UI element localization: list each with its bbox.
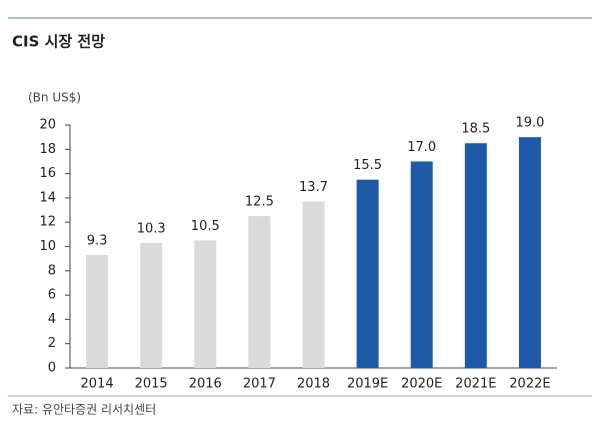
- value-label: 13.7: [299, 180, 328, 195]
- x-tick-label: 2019E: [347, 377, 388, 392]
- bar: [518, 137, 541, 368]
- x-tick-label: 2015: [135, 377, 168, 392]
- bar: [464, 143, 487, 368]
- bar: [248, 216, 271, 368]
- y-tick-label: 14: [39, 190, 56, 205]
- x-tick-label: 2020E: [401, 377, 442, 392]
- y-tick-label: 10: [39, 239, 56, 254]
- y-tick-label: 12: [39, 215, 56, 230]
- x-tick-label: 2017: [243, 377, 276, 392]
- value-label: 18.5: [461, 122, 490, 137]
- y-tick-label: 18: [39, 142, 56, 157]
- bar: [86, 255, 109, 368]
- x-tick-label: 2022E: [509, 377, 550, 392]
- bar: [194, 240, 217, 368]
- bar: [410, 161, 433, 368]
- y-tick-label: 0: [48, 361, 56, 376]
- bar: [302, 201, 325, 368]
- y-tick-label: 4: [48, 312, 56, 327]
- y-axis-label: (Bn US$): [28, 91, 81, 105]
- bar: [356, 179, 379, 368]
- x-tick-label: 2016: [189, 377, 222, 392]
- value-label: 9.3: [87, 234, 108, 249]
- y-tick-label: 2: [48, 336, 56, 351]
- x-tick-label: 2014: [81, 377, 114, 392]
- y-tick-label: 20: [39, 118, 56, 133]
- chart-title: CIS 시장 전망: [12, 33, 105, 51]
- x-tick-label: 2018: [297, 377, 330, 392]
- value-label: 12.5: [245, 195, 274, 210]
- source: 자료: 유안타증권 리서치센터: [12, 403, 156, 417]
- bar: [140, 242, 163, 368]
- value-label: 15.5: [353, 158, 382, 173]
- y-tick-label: 8: [48, 263, 56, 278]
- value-label: 17.0: [407, 140, 436, 155]
- x-tick-label: 2021E: [455, 377, 496, 392]
- value-label: 10.3: [137, 221, 166, 236]
- y-tick-label: 16: [39, 166, 56, 181]
- value-label: 10.5: [191, 219, 220, 234]
- y-tick-label: 6: [48, 288, 56, 303]
- value-label: 19.0: [515, 116, 544, 131]
